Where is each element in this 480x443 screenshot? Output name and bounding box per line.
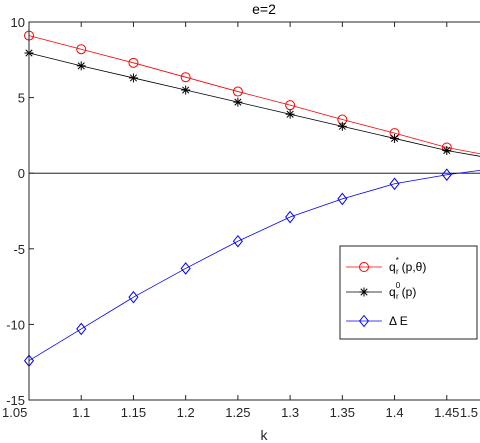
x-tick-label: 1.45 bbox=[434, 405, 459, 420]
legend-label: Δ E bbox=[389, 314, 408, 328]
y-tick-label: 0 bbox=[18, 166, 25, 181]
legend-label: q* r (p,θ) bbox=[389, 256, 426, 276]
x-tick-label: 1.3 bbox=[281, 405, 299, 420]
series-3-point bbox=[128, 290, 139, 304]
legend: q* r (p,θ) q0 r (p) Δ E bbox=[339, 245, 478, 340]
y-tick-label: 5 bbox=[18, 91, 25, 106]
x-tick-label: 1.05 bbox=[2, 405, 27, 420]
y-tick-label: -5 bbox=[13, 242, 25, 257]
series-2-point bbox=[128, 73, 138, 83]
legend-entry-3: Δ E bbox=[346, 314, 408, 328]
plot-area bbox=[29, 22, 480, 400]
series-2-point bbox=[390, 133, 400, 143]
series-3-point bbox=[232, 234, 243, 248]
legend-entry-2: q0 r (p) bbox=[346, 281, 416, 301]
series-2-point bbox=[233, 97, 243, 107]
series-1-line bbox=[28, 35, 480, 155]
series-2-point bbox=[337, 121, 347, 131]
legend-marker bbox=[359, 262, 369, 272]
series-3-point bbox=[180, 262, 191, 275]
series-3-point bbox=[337, 192, 348, 206]
legend-marker bbox=[358, 314, 370, 328]
x-tick-label: 1.1 bbox=[72, 405, 90, 420]
legend-marker bbox=[359, 287, 369, 297]
series-1-point bbox=[232, 86, 243, 97]
x-axis-label: k bbox=[261, 427, 269, 443]
series-3-point bbox=[285, 210, 296, 224]
series-3-point bbox=[76, 322, 87, 336]
series-2-line bbox=[28, 52, 480, 157]
series-1-point bbox=[180, 72, 191, 83]
x-tick-label: 1.4 bbox=[386, 405, 404, 420]
legend-label: q0 r (p) bbox=[389, 281, 416, 301]
legend-entry-1: q* r (p,θ) bbox=[346, 256, 426, 276]
x-tick-label: 1.5 bbox=[460, 405, 478, 420]
series-2-point bbox=[442, 146, 452, 156]
y-tick-label: 10 bbox=[11, 15, 25, 30]
plot-frame bbox=[28, 21, 480, 401]
series-3-line bbox=[28, 169, 480, 362]
series-1-point bbox=[76, 44, 87, 55]
x-tick-label: 1.15 bbox=[121, 405, 146, 420]
series-2-point bbox=[76, 61, 86, 71]
chart-title: e=2 bbox=[252, 1, 276, 17]
series-2-point bbox=[181, 85, 191, 95]
series-3-point bbox=[389, 177, 400, 191]
x-tick-label: 1.35 bbox=[330, 405, 355, 420]
x-tick-label: 1.2 bbox=[177, 405, 195, 420]
y-tick-label: -10 bbox=[6, 317, 25, 332]
series-1-point bbox=[285, 100, 296, 111]
y-tick-label: -15 bbox=[6, 393, 25, 408]
series-3-point bbox=[441, 168, 452, 182]
series-1-point bbox=[128, 57, 139, 68]
series-2-point bbox=[285, 109, 295, 119]
x-tick-label: 1.25 bbox=[225, 405, 250, 420]
